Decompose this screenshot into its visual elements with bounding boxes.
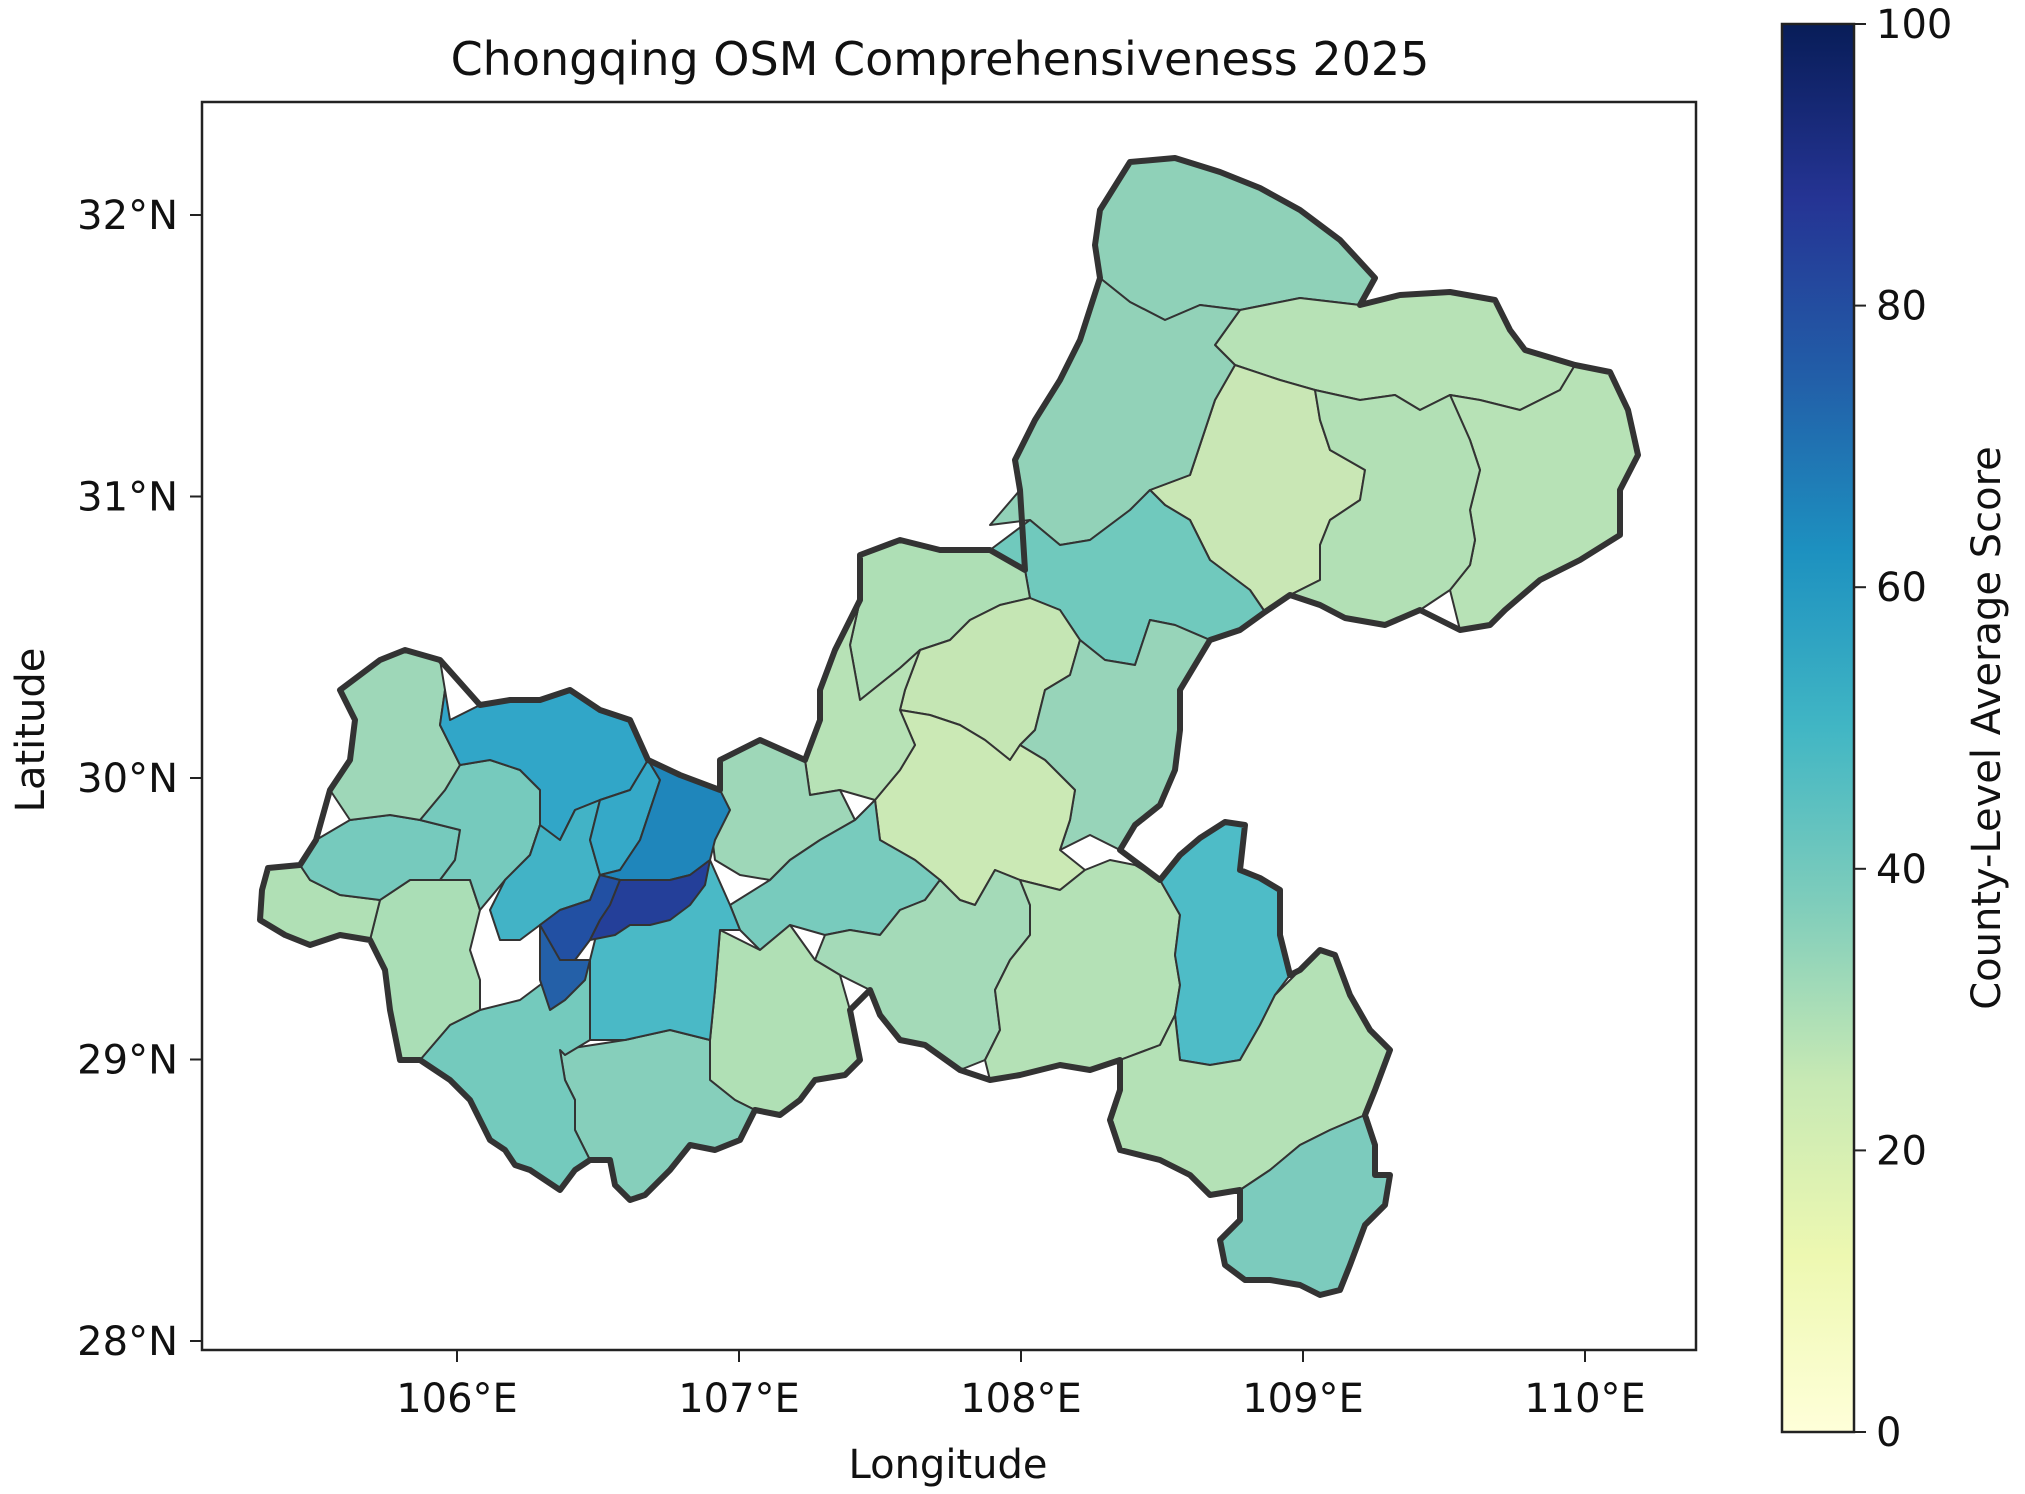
map-frame [200,100,1698,1352]
province-boundary [257,155,1641,1298]
y-tick-label: 31°N [77,475,178,521]
x-axis-title: Longitude [849,1442,1048,1488]
x-tick-label: 110°E [1524,1376,1646,1422]
county-central-districts[interactable] [589,859,711,941]
colorbar-tick-label: 100 [1876,2,1952,48]
colorbar [1780,22,1856,1434]
x-axis: 106°E 107°E 108°E 109°E 110°E [396,1350,1646,1422]
county-tongnan[interactable] [329,649,461,821]
colorbar-tick-label: 80 [1876,284,1927,330]
y-tick-label: 32°N [77,193,178,239]
colorbar-tick-label: 40 [1876,847,1927,893]
y-tick-label: 29°N [77,1038,178,1084]
y-axis: 28°N 29°N 30°N 31°N 32°N [77,193,202,1365]
y-tick-label: 30°N [77,756,178,802]
colorbar-tick-label: 60 [1876,565,1927,611]
x-tick-label: 107°E [678,1376,800,1422]
map-title: Chongqing OSM Comprehensiveness 2025 [451,32,1430,86]
colorbar-tick-label: 0 [1876,1410,1901,1456]
colorbar-title: County-Level Average Score [1964,446,2010,1010]
county-layer [259,157,1639,1296]
colorbar-tick-label: 20 [1876,1128,1927,1174]
y-tick-label: 28°N [77,1319,178,1365]
county-wushan[interactable] [1449,364,1639,631]
county-jiulongpo[interactable] [539,924,591,1011]
x-tick-label: 106°E [396,1376,518,1422]
county-chengkou[interactable] [1094,157,1376,321]
colorbar-ticks: 0 20 40 60 80 100 [1854,2,1952,1456]
x-tick-label: 109°E [1242,1376,1364,1422]
y-axis-title: Latitude [8,648,54,813]
x-tick-label: 108°E [960,1376,1082,1422]
